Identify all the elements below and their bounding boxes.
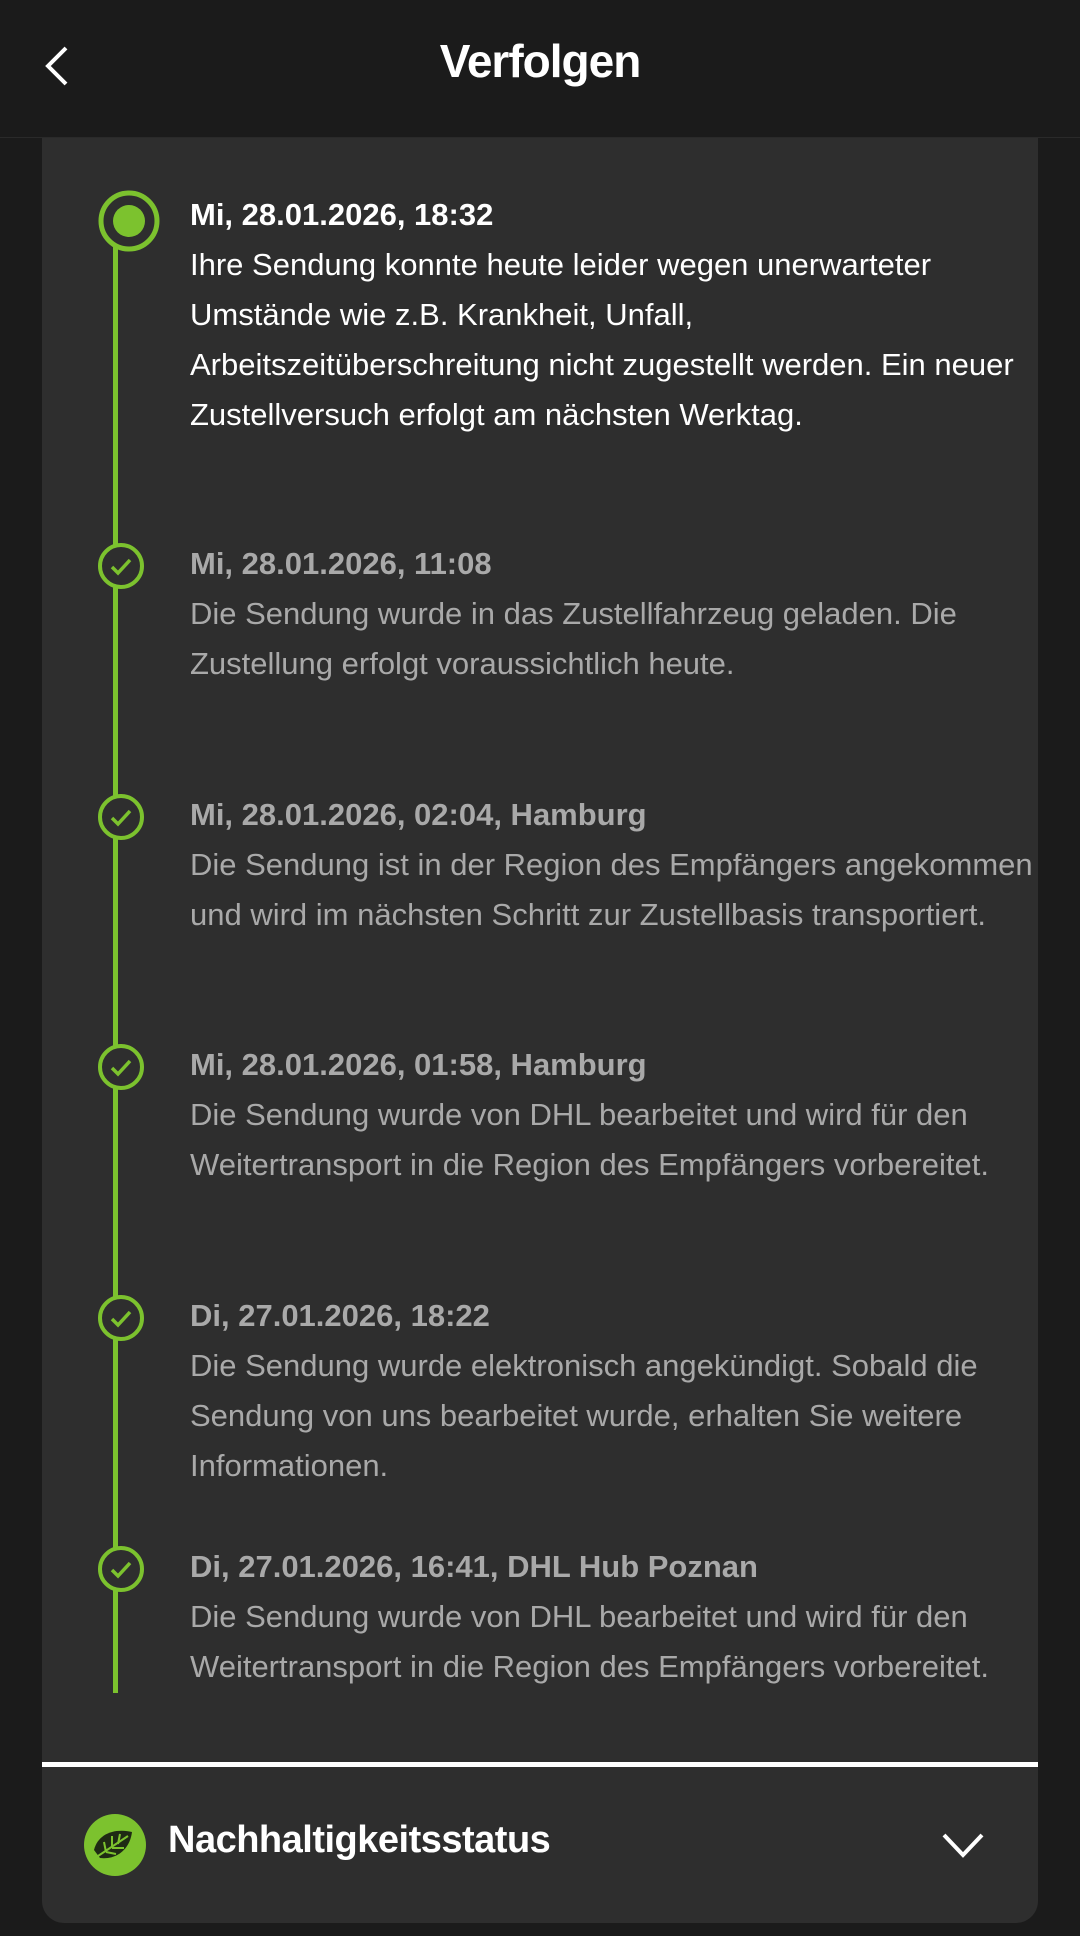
entry-message: Die Sendung ist in der Region des Empfän… <box>190 847 1033 932</box>
chevron-left-icon <box>45 46 68 86</box>
timeline-entry: Di, 27.01.2026, 16:41, DHL Hub Poznan Di… <box>98 1542 1040 1692</box>
chevron-down-icon <box>942 1833 984 1858</box>
entry-message: Die Sendung wurde von DHL bearbeitet und… <box>190 1097 989 1182</box>
current-status-icon <box>98 190 160 252</box>
entry-date: Mi, 28.01.2026, 02:04, Hamburg <box>190 797 647 832</box>
timeline-entry: Mi, 28.01.2026, 02:04, Hamburg Die Sendu… <box>98 790 1040 940</box>
entry-date: Mi, 28.01.2026, 11:08 <box>190 546 492 581</box>
leaf-icon <box>84 1814 146 1876</box>
sustainability-label: Nachhaltigkeitsstatus <box>168 1819 551 1861</box>
entry-date: Di, 27.01.2026, 16:41, DHL Hub Poznan <box>190 1549 758 1584</box>
entry-date: Di, 27.01.2026, 18:22 <box>190 1298 490 1333</box>
entry-date: Mi, 28.01.2026, 18:32 <box>190 197 494 232</box>
entry-message: Die Sendung wurde elektronisch angekündi… <box>190 1348 978 1483</box>
check-circle-icon <box>98 794 144 840</box>
check-circle-icon <box>98 543 144 589</box>
timeline-entry: Mi, 28.01.2026, 11:08 Die Sendung wurde … <box>98 539 1040 689</box>
app-header: Verfolgen <box>0 0 1080 138</box>
check-circle-icon <box>98 1295 144 1341</box>
entry-message: Die Sendung wurde in das Zustellfahrzeug… <box>190 596 957 681</box>
check-circle-icon <box>98 1546 144 1592</box>
page-title: Verfolgen <box>439 35 642 87</box>
entry-message: Ihre Sendung konnte heute leider wegen u… <box>190 247 1014 432</box>
timeline-entry: Mi, 28.01.2026, 01:58, Hamburg Die Sendu… <box>98 1040 1040 1190</box>
entry-message: Die Sendung wurde von DHL bearbeitet und… <box>190 1599 989 1684</box>
check-circle-icon <box>98 1044 144 1090</box>
timeline-line <box>113 208 118 1693</box>
timeline-entry: Di, 27.01.2026, 18:22 Die Sendung wurde … <box>98 1291 1040 1491</box>
timeline-entry-current: Mi, 28.01.2026, 18:32 Ihre Sendung konnt… <box>98 190 1040 440</box>
sustainability-section-toggle[interactable]: Nachhaltigkeitsstatus <box>42 1767 1038 1923</box>
back-button[interactable] <box>40 44 80 88</box>
section-divider <box>42 1762 1038 1767</box>
entry-date: Mi, 28.01.2026, 01:58, Hamburg <box>190 1047 647 1082</box>
tracking-card: Mi, 28.01.2026, 18:32 Ihre Sendung konnt… <box>42 138 1038 1923</box>
